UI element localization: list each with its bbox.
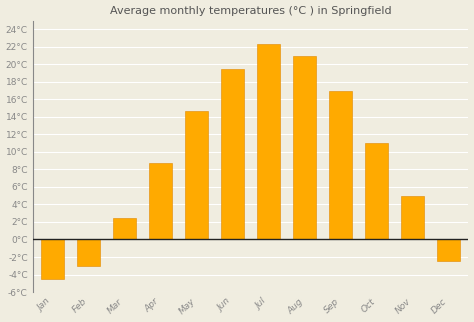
Bar xyxy=(437,240,460,261)
Bar xyxy=(113,218,136,240)
Bar xyxy=(293,55,316,240)
Bar xyxy=(41,240,64,279)
Bar xyxy=(149,163,172,240)
Bar xyxy=(257,44,280,240)
Bar xyxy=(221,69,244,240)
Title: Average monthly temperatures (°C ) in Springfield: Average monthly temperatures (°C ) in Sp… xyxy=(110,5,392,15)
Bar xyxy=(329,90,352,240)
Bar xyxy=(185,111,208,240)
Bar xyxy=(77,240,100,266)
Bar xyxy=(401,196,424,240)
Bar xyxy=(365,143,388,240)
